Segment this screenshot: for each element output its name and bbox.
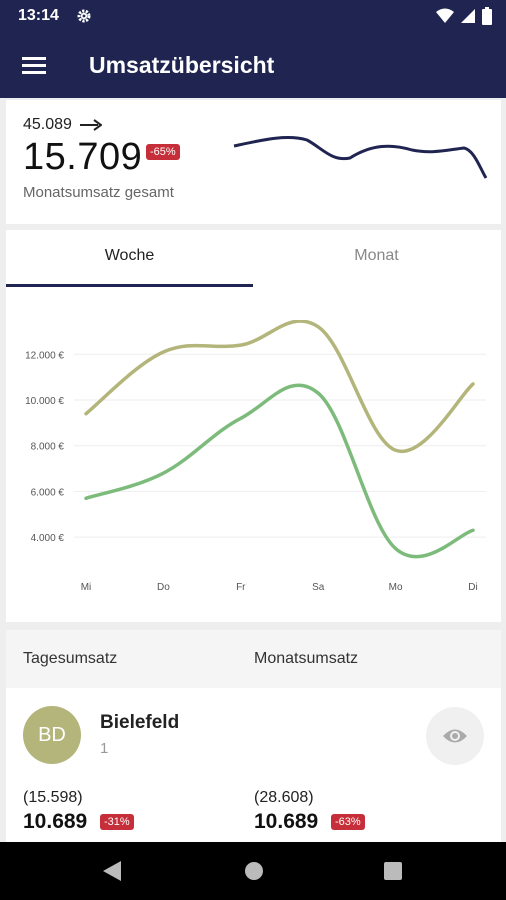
wifi-icon [436,8,454,23]
eye-icon [443,729,467,743]
series-line-1 [84,320,475,454]
page-title: Umsatzübersicht [89,52,275,78]
hamburger-menu-icon[interactable] [22,54,48,76]
y-tick-label: 4.000 € [31,533,65,544]
battery-icon [482,7,492,25]
sparkline-line [233,136,488,179]
previous-total-value: 45.089 [23,116,72,133]
list-header: Tagesumsatz Monatsumsatz [6,630,501,688]
store-name: Bielefeld [100,712,180,733]
day-previous-value: (15.598) [23,789,83,806]
summary-card: 45.089 15.709 -65% Monatsumsatz gesamt [6,100,501,224]
x-tick-label: Do [157,582,170,593]
recents-icon[interactable] [384,862,402,880]
day-value: 10.689 [23,810,88,833]
back-icon[interactable] [101,860,123,882]
arrow-right-icon [79,119,102,131]
store-count: 1 [100,740,109,757]
total-value: 15.709 [23,136,143,178]
total-label: Monatsumsatz gesamt [23,184,174,201]
status-time: 13:14 [18,7,59,24]
home-icon[interactable] [244,861,264,881]
x-tick-label: Mi [81,582,92,593]
month-previous-value: (28.608) [254,789,314,806]
y-tick-label: 12.000 € [25,350,64,361]
day-change-badge: -31% [100,814,134,830]
tab-monat[interactable]: Monat [354,247,399,264]
month-change-badge: -63% [331,814,365,830]
y-tick-label: 8.000 € [31,442,65,453]
store-list-card: Tagesumsatz Monatsumsatz BD Bielefeld 1 … [6,630,501,842]
x-tick-label: Di [468,582,477,593]
tab-indicator [6,284,253,287]
signal-icon [461,9,475,23]
x-tick-label: Fr [236,582,246,593]
series-line-2 [84,383,475,559]
gear-icon [77,9,91,23]
sparkline-chart [233,136,488,179]
revenue-line-chart: 4.000 € 6.000 € 8.000 € 10.000 € 12.000 € Mi D… [25,320,486,593]
status-bar: 13:14 [0,0,506,32]
chart-card: Woche Monat 4.000 € 6.000 € 8.000 € 10.000 … [6,230,501,622]
avatar: BD [23,706,81,764]
system-nav-bar [0,842,506,900]
y-tick-label: 10.000 € [25,396,64,407]
header-tagesumsatz: Tagesumsatz [23,650,118,667]
status-icons [436,7,492,25]
x-tick-label: Mo [389,582,403,593]
view-store-button[interactable] [426,707,484,765]
change-badge: -65% [146,144,180,160]
y-tick-label: 6.000 € [31,487,65,498]
x-tick-label: Sa [312,582,325,593]
previous-total-row: 45.089 [23,116,102,134]
month-value: 10.689 [254,810,319,833]
header-monatsumsatz: Monatsumsatz [254,650,359,667]
app-bar: Umsatzübersicht [0,32,506,98]
tab-woche[interactable]: Woche [104,247,155,264]
